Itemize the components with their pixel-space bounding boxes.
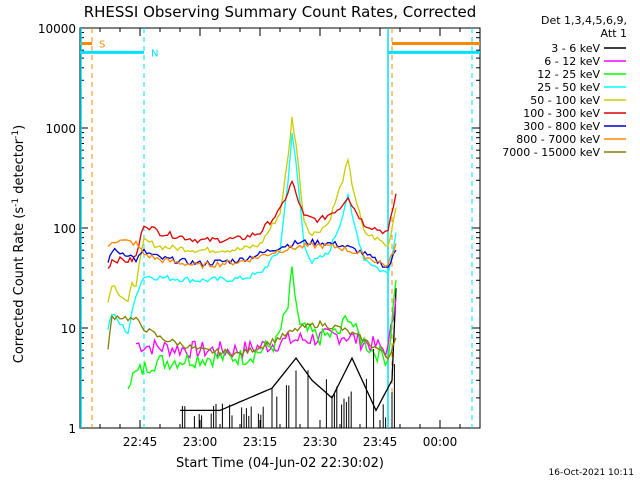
y-axis-label-mid: detector	[12, 138, 27, 198]
y-tick-label: 10000	[38, 22, 76, 36]
series-line	[107, 179, 397, 269]
series-line	[107, 237, 397, 268]
marker-label: S	[99, 39, 105, 50]
y-axis-label: Corrected Count Rate (s-1 detector-1)	[11, 125, 27, 363]
legend-header-line1: Det 1,3,4,5,6,9,	[541, 14, 627, 27]
marker-label: N	[151, 48, 158, 59]
series-line	[127, 266, 397, 390]
y-axis-label-sup2: -1	[11, 130, 21, 139]
series-line	[107, 239, 397, 270]
y-axis-label-main: Corrected Count Rate (s	[12, 207, 27, 364]
x-tick-label: 22:45	[123, 435, 158, 449]
x-tick-label: 23:45	[363, 435, 398, 449]
series-lines	[107, 116, 397, 428]
x-tick-label: 00:00	[423, 435, 458, 449]
legend-label: 6 - 12 keV	[544, 55, 600, 68]
y-tick-label: 10	[61, 322, 76, 336]
series-line	[135, 297, 397, 360]
series-line	[107, 133, 397, 335]
y-tick-label: 100	[53, 222, 76, 236]
legend-label: 800 - 7000 keV	[516, 133, 600, 146]
series-line	[107, 314, 397, 361]
legend-label: 100 - 300 keV	[523, 107, 600, 120]
y-axis-label-end: )	[12, 125, 27, 130]
legend-label: 12 - 25 keV	[537, 68, 600, 81]
tick-labels: 1 10 100 1000 10000 22:45 23:00 23:15 23:30 23:45…	[38, 22, 457, 449]
y-tick-label: 1	[68, 422, 76, 436]
x-axis-label: Start Time (04-Jun-02 22:30:02)	[176, 456, 384, 471]
chart-title: RHESSI Observing Summary Count Rates, Co…	[84, 3, 477, 21]
legend-label: 7000 - 15000 keV	[502, 146, 600, 159]
timestamp: 16-Oct-2021 10:11	[549, 468, 634, 478]
y-axis-label-sup1: -1	[11, 198, 21, 207]
legend-label: 300 - 800 keV	[523, 120, 600, 133]
x-tick-label: 23:30	[303, 435, 338, 449]
x-tick-label: 23:15	[243, 435, 278, 449]
y-tick-label: 1000	[45, 122, 76, 136]
legend-label: 50 - 100 keV	[530, 94, 600, 107]
series-line	[107, 116, 397, 303]
legend-header-line2: Att 1	[601, 27, 627, 40]
x-tick-label: 23:00	[183, 435, 218, 449]
legend-label: 25 - 50 keV	[537, 81, 600, 94]
legend-label: 3 - 6 keV	[551, 42, 600, 55]
